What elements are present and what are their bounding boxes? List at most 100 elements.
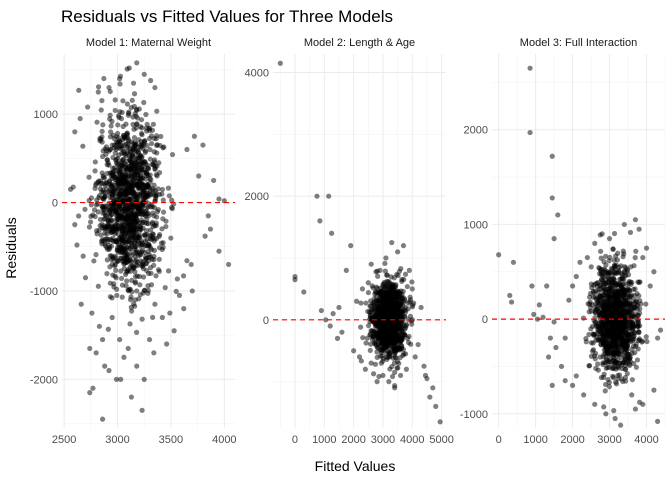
data-point: [545, 354, 552, 360]
data-point: [643, 245, 650, 251]
data-point: [131, 135, 138, 141]
data-point: [122, 260, 128, 266]
data-point: [149, 221, 155, 227]
data-point: [418, 304, 424, 311]
data-point: [119, 294, 125, 300]
data-point: [137, 205, 143, 212]
data-point: [151, 247, 158, 253]
data-point: [644, 338, 650, 345]
data-point: [93, 350, 99, 356]
data-point: [95, 84, 102, 90]
data-point: [573, 373, 579, 379]
data-point: [111, 136, 117, 142]
data-point: [368, 360, 374, 366]
data-point: [146, 252, 152, 258]
data-point: [507, 292, 513, 299]
data-point: [379, 300, 386, 306]
data-point: [318, 307, 324, 314]
data-point: [125, 234, 131, 240]
data-point: [397, 310, 404, 316]
data-point: [610, 246, 616, 252]
data-point: [620, 340, 626, 346]
data-point: [569, 382, 576, 388]
data-point: [135, 191, 141, 197]
data-point: [327, 323, 333, 329]
data-point: [107, 187, 113, 193]
data-point: [618, 422, 624, 428]
data-point: [597, 292, 603, 299]
data-point: [358, 300, 364, 306]
data-point: [163, 223, 169, 230]
data-point: [127, 197, 133, 203]
data-point: [612, 415, 618, 422]
data-point: [112, 273, 118, 279]
data-point: [368, 298, 374, 304]
data-point: [143, 227, 150, 234]
data-point: [588, 264, 594, 270]
data-point: [382, 260, 388, 267]
data-point: [135, 150, 141, 156]
data-point: [601, 371, 607, 377]
data-point: [118, 165, 124, 171]
y-tick-label: -1000: [30, 286, 58, 298]
data-point: [113, 376, 120, 382]
data-point: [72, 222, 78, 228]
data-point: [153, 220, 159, 226]
data-point: [606, 319, 612, 326]
data-point: [611, 327, 617, 333]
data-point: [384, 356, 390, 363]
data-point: [136, 137, 142, 143]
data-point: [165, 268, 172, 274]
data-point: [611, 303, 617, 309]
data-point: [437, 419, 443, 425]
data-point: [111, 281, 117, 287]
data-point: [188, 261, 194, 268]
y-tick-label: 0: [482, 314, 488, 326]
data-point: [129, 277, 135, 283]
data-point: [109, 118, 115, 124]
data-point: [400, 243, 407, 249]
data-point: [363, 300, 369, 306]
data-point: [149, 140, 155, 147]
data-point: [133, 121, 140, 127]
data-point: [86, 174, 92, 180]
data-point: [602, 388, 608, 394]
data-point: [598, 320, 604, 326]
data-point: [145, 166, 152, 172]
data-point: [153, 235, 160, 242]
data-point: [603, 339, 610, 346]
data-point: [592, 288, 599, 294]
data-point: [651, 269, 657, 275]
data-point: [365, 323, 372, 329]
data-point: [99, 180, 105, 186]
data-point: [353, 298, 360, 304]
data-point: [330, 311, 336, 317]
data-point: [401, 351, 407, 357]
data-point: [629, 292, 635, 298]
data-point: [392, 346, 398, 352]
data-point: [621, 251, 627, 257]
data-point: [156, 256, 162, 262]
data-point: [599, 277, 605, 283]
data-point: [375, 298, 381, 304]
data-point: [117, 145, 124, 152]
data-point: [139, 141, 145, 147]
data-point: [146, 241, 152, 248]
data-point: [174, 276, 180, 282]
data-point: [89, 310, 95, 316]
data-point: [148, 77, 154, 84]
panel-grid: [492, 54, 666, 428]
data-point: [636, 337, 643, 343]
data-point: [592, 401, 598, 407]
data-point: [622, 302, 628, 308]
data-point: [549, 382, 555, 388]
data-point: [103, 203, 109, 210]
data-point: [86, 197, 92, 204]
data-point: [123, 164, 129, 170]
chart-title: Residuals vs Fitted Values for Three Mod…: [61, 7, 393, 26]
data-point: [615, 250, 621, 256]
data-point: [151, 205, 158, 211]
data-point: [376, 314, 382, 320]
x-tick-label: 2000: [341, 434, 365, 446]
data-point: [132, 280, 138, 286]
